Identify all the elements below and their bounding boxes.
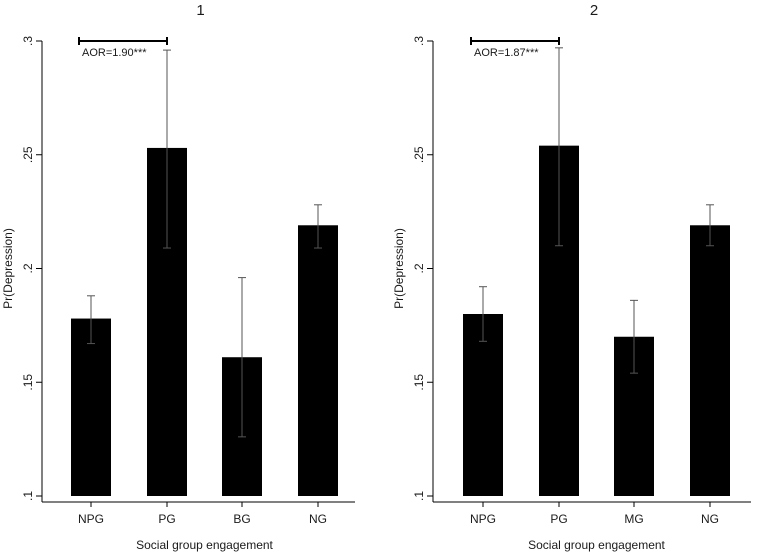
- y-tick-label: .25: [21, 146, 35, 163]
- panel-title: 1: [196, 2, 204, 19]
- aor-annotation: AOR=1.90***: [82, 47, 147, 59]
- y-tick-label: .2: [21, 263, 35, 273]
- y-tick-label: .25: [412, 146, 426, 163]
- x-tick-label: BG: [233, 512, 250, 526]
- x-tick-label: NG: [309, 512, 327, 526]
- aor-annotation: AOR=1.87***: [474, 47, 539, 59]
- x-tick-label: PG: [158, 512, 175, 526]
- panel-title: 2: [590, 2, 598, 19]
- x-tick-label: NPG: [470, 512, 496, 526]
- bar-ng: [690, 225, 730, 496]
- x-tick-label: NG: [701, 512, 719, 526]
- bar-npg: [71, 318, 111, 496]
- bar-ng: [298, 225, 338, 496]
- x-tick-label: PG: [550, 512, 567, 526]
- y-tick-label: .3: [412, 36, 426, 46]
- x-tick-label: NPG: [78, 512, 104, 526]
- y-tick-label: .2: [412, 263, 426, 273]
- y-tick-label: .15: [21, 374, 35, 391]
- y-tick-label: .1: [21, 491, 35, 501]
- y-axis-title: Pr(Depression): [392, 228, 406, 309]
- x-axis-title: Social group engagement: [528, 538, 665, 552]
- y-tick-label: .3: [21, 36, 35, 46]
- y-axis-title: Pr(Depression): [1, 228, 15, 309]
- x-axis-title: Social group engagement: [136, 538, 273, 552]
- y-tick-label: .15: [412, 374, 426, 391]
- y-tick-label: .1: [412, 491, 426, 501]
- x-tick-label: MG: [624, 512, 643, 526]
- bar-npg: [463, 314, 503, 496]
